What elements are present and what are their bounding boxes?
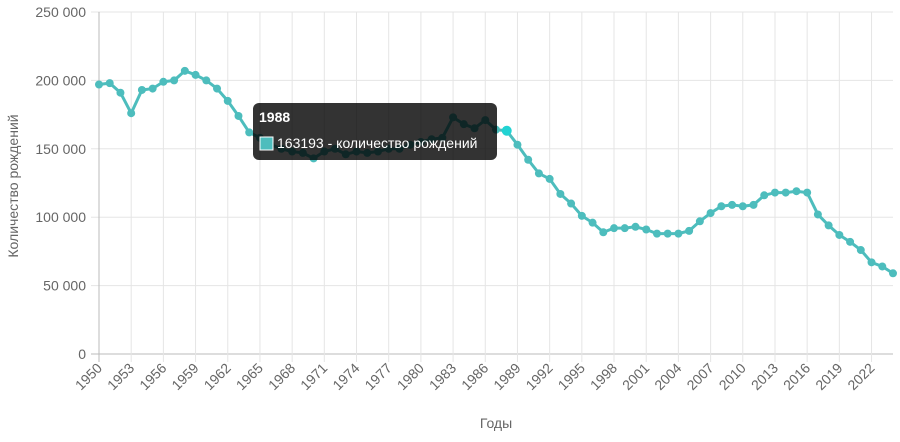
data-point (567, 199, 576, 208)
x-tick-label: 1980 (394, 360, 427, 393)
y-tick-label: 0 (78, 346, 86, 362)
data-point (202, 76, 211, 85)
tooltip-box (253, 103, 497, 160)
x-tick-label: 1974 (329, 360, 362, 393)
data-point (760, 191, 769, 200)
data-point (501, 125, 512, 136)
data-point (170, 76, 179, 85)
x-tick-label: 1962 (201, 360, 234, 393)
x-tick-label: 2013 (748, 360, 781, 393)
data-point (642, 225, 651, 234)
y-tick-label: 250 000 (35, 4, 86, 20)
x-tick-label: 1992 (522, 360, 555, 393)
data-point (663, 229, 672, 238)
data-point (770, 188, 779, 197)
x-tick-label: 1989 (490, 360, 523, 393)
data-point (856, 246, 865, 255)
data-point (524, 155, 533, 164)
x-tick-label: 2022 (844, 360, 877, 393)
data-point (738, 202, 747, 211)
data-point (749, 200, 758, 209)
tooltip: 1988 163193 - количество рождений (253, 103, 497, 160)
x-tick-label: 2001 (619, 360, 652, 393)
data-point (116, 88, 125, 97)
x-tick-label: 2019 (812, 360, 845, 393)
x-tick-label: 2016 (780, 360, 813, 393)
x-tick-label: 1983 (426, 360, 459, 393)
data-point (213, 84, 222, 93)
data-point (717, 202, 726, 211)
data-point (824, 221, 833, 230)
y-tick-label: 100 000 (35, 209, 86, 225)
data-point (695, 217, 704, 226)
data-point (846, 237, 855, 246)
data-point (191, 70, 200, 79)
data-point (620, 224, 629, 233)
data-point (545, 174, 554, 183)
data-point (223, 96, 232, 105)
data-point (610, 224, 619, 233)
data-point (599, 228, 608, 237)
x-tick-label: 2010 (716, 360, 749, 393)
data-point (813, 210, 822, 219)
x-axis-label: Годы (480, 415, 512, 431)
data-point (105, 79, 114, 88)
data-point (781, 188, 790, 197)
x-tick-label: 1977 (361, 360, 394, 393)
x-tick-label: 1995 (555, 360, 588, 393)
x-tick-label: 2007 (683, 360, 716, 393)
data-point (588, 218, 597, 227)
data-point (878, 262, 887, 271)
tooltip-title: 1988 (259, 109, 290, 125)
data-point (159, 77, 168, 86)
data-point (867, 258, 876, 267)
data-point (245, 128, 254, 137)
data-point (728, 200, 737, 209)
data-point (137, 85, 146, 94)
y-tick-label: 200 000 (35, 72, 86, 88)
data-point (234, 111, 243, 120)
data-point (803, 188, 812, 197)
data-point (706, 209, 715, 218)
data-point (652, 229, 661, 238)
x-tick-label: 1971 (297, 360, 330, 393)
data-point (127, 109, 136, 118)
data-point (631, 222, 640, 231)
x-tick-label: 2004 (651, 360, 684, 393)
x-tick-label: 1950 (72, 360, 105, 393)
y-tick-label: 50 000 (43, 278, 86, 294)
x-tick-label: 1968 (265, 360, 298, 393)
y-tick-label: 150 000 (35, 141, 86, 157)
data-point (674, 229, 683, 238)
data-point (513, 140, 522, 149)
data-point (534, 169, 543, 178)
data-point (792, 187, 801, 196)
x-tick-label: 1998 (587, 360, 620, 393)
x-tick-label: 1986 (458, 360, 491, 393)
data-point (556, 189, 565, 198)
line (98, 69, 894, 275)
tooltip-swatch (259, 136, 274, 151)
x-tick-label: 1953 (104, 360, 137, 393)
data-point (685, 226, 694, 235)
x-tick-label: 1965 (233, 360, 266, 393)
data-point (95, 80, 103, 89)
data-point (889, 269, 897, 278)
data-point (577, 211, 586, 220)
x-tick-label: 1956 (136, 360, 169, 393)
data-point (180, 66, 189, 75)
x-tick-label: 1959 (168, 360, 201, 393)
y-axis-label: Количество рождений (5, 114, 21, 257)
data-point (148, 84, 157, 93)
data-point (835, 230, 844, 239)
tooltip-text: 163193 - количество рождений (277, 135, 477, 151)
